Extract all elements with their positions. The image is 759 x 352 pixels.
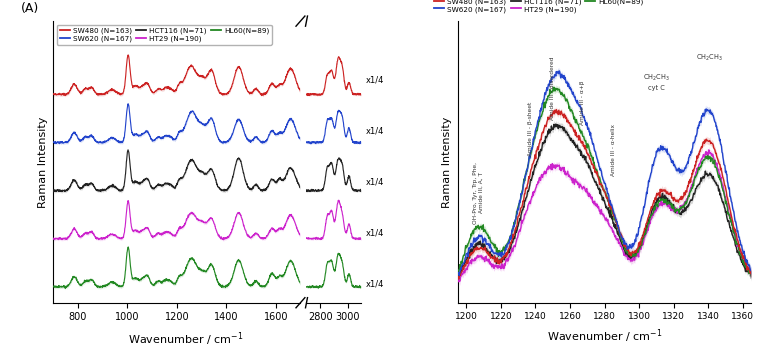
- Legend: SW480 (N=163), SW620 (N=167), HCT116 (N=71), HT29 (N=190), HL60(N=89): SW480 (N=163), SW620 (N=167), HCT116 (N=…: [57, 25, 272, 45]
- Text: Amide III - α+β: Amide III - α+β: [580, 81, 584, 125]
- Legend: SW480 (N=163), SW620 (N=167), HCT116 (N=71), HT29 (N=190), HL60(N=89): SW480 (N=163), SW620 (N=167), HCT116 (N=…: [432, 0, 646, 15]
- Text: Wavenumber / cm$^{-1}$: Wavenumber / cm$^{-1}$: [128, 331, 244, 348]
- X-axis label: Wavenumber / cm$^{-1}$: Wavenumber / cm$^{-1}$: [547, 327, 663, 345]
- Text: x1/4: x1/4: [366, 280, 384, 289]
- Text: OH-Pro, Tyr, Trp, Phe,
Amide III, A, T: OH-Pro, Tyr, Trp, Phe, Amide III, A, T: [473, 162, 484, 224]
- Text: Amide III - disordered: Amide III - disordered: [550, 56, 556, 120]
- Text: x1/4: x1/4: [366, 178, 384, 187]
- Y-axis label: Raman Intensity: Raman Intensity: [442, 116, 452, 208]
- Text: Amide III - β-sheet: Amide III - β-sheet: [528, 102, 533, 156]
- Text: (A): (A): [21, 2, 39, 15]
- Text: CH$_2$CH$_3$
cyt C: CH$_2$CH$_3$ cyt C: [643, 73, 670, 91]
- Text: CH$_2$CH$_3$: CH$_2$CH$_3$: [697, 53, 723, 63]
- Text: Amide III - α-helix: Amide III - α-helix: [611, 124, 616, 176]
- Y-axis label: Raman Intensity: Raman Intensity: [38, 116, 48, 208]
- Text: x1/4: x1/4: [366, 127, 384, 136]
- Text: x1/4: x1/4: [366, 76, 384, 85]
- Text: x1/4: x1/4: [366, 229, 384, 238]
